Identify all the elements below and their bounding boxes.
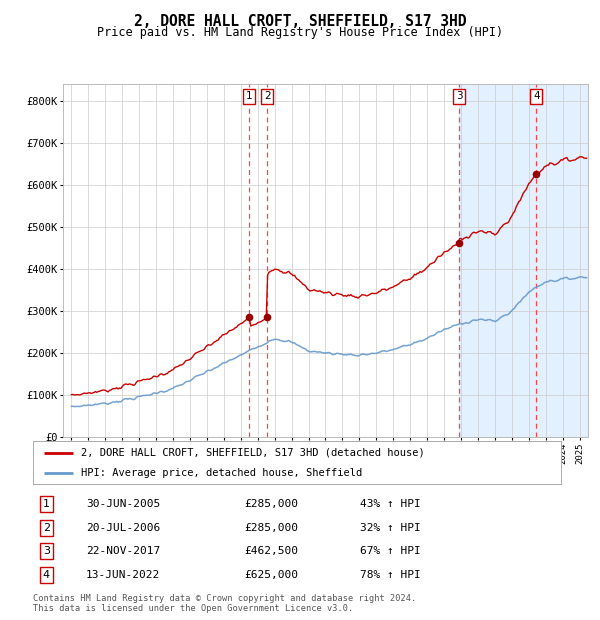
Bar: [459, 84, 588, 437]
Text: This data is licensed under the Open Government Licence v3.0.: This data is licensed under the Open Gov…: [33, 604, 353, 613]
Text: 20-JUL-2006: 20-JUL-2006: [86, 523, 160, 533]
Text: 4: 4: [43, 570, 50, 580]
Text: 30-JUN-2005: 30-JUN-2005: [86, 499, 160, 509]
Text: 67% ↑ HPI: 67% ↑ HPI: [361, 546, 421, 556]
Text: Contains HM Land Registry data © Crown copyright and database right 2024.: Contains HM Land Registry data © Crown c…: [33, 594, 416, 603]
Text: 22-NOV-2017: 22-NOV-2017: [86, 546, 160, 556]
Text: 1: 1: [246, 91, 253, 101]
Text: £285,000: £285,000: [244, 499, 298, 509]
Text: 1: 1: [43, 499, 50, 509]
Text: £625,000: £625,000: [244, 570, 298, 580]
Text: 2, DORE HALL CROFT, SHEFFIELD, S17 3HD (detached house): 2, DORE HALL CROFT, SHEFFIELD, S17 3HD (…: [80, 448, 424, 458]
Text: 43% ↑ HPI: 43% ↑ HPI: [361, 499, 421, 509]
Text: Price paid vs. HM Land Registry's House Price Index (HPI): Price paid vs. HM Land Registry's House …: [97, 26, 503, 39]
Text: 2: 2: [43, 523, 50, 533]
Text: £285,000: £285,000: [244, 523, 298, 533]
Text: HPI: Average price, detached house, Sheffield: HPI: Average price, detached house, Shef…: [80, 468, 362, 478]
Text: 32% ↑ HPI: 32% ↑ HPI: [361, 523, 421, 533]
Text: £462,500: £462,500: [244, 546, 298, 556]
Text: 2: 2: [264, 91, 271, 101]
Text: 78% ↑ HPI: 78% ↑ HPI: [361, 570, 421, 580]
Text: 2, DORE HALL CROFT, SHEFFIELD, S17 3HD: 2, DORE HALL CROFT, SHEFFIELD, S17 3HD: [134, 14, 466, 29]
Text: 13-JUN-2022: 13-JUN-2022: [86, 570, 160, 580]
Text: 3: 3: [43, 546, 50, 556]
Text: 4: 4: [533, 91, 539, 101]
Text: 3: 3: [456, 91, 463, 101]
